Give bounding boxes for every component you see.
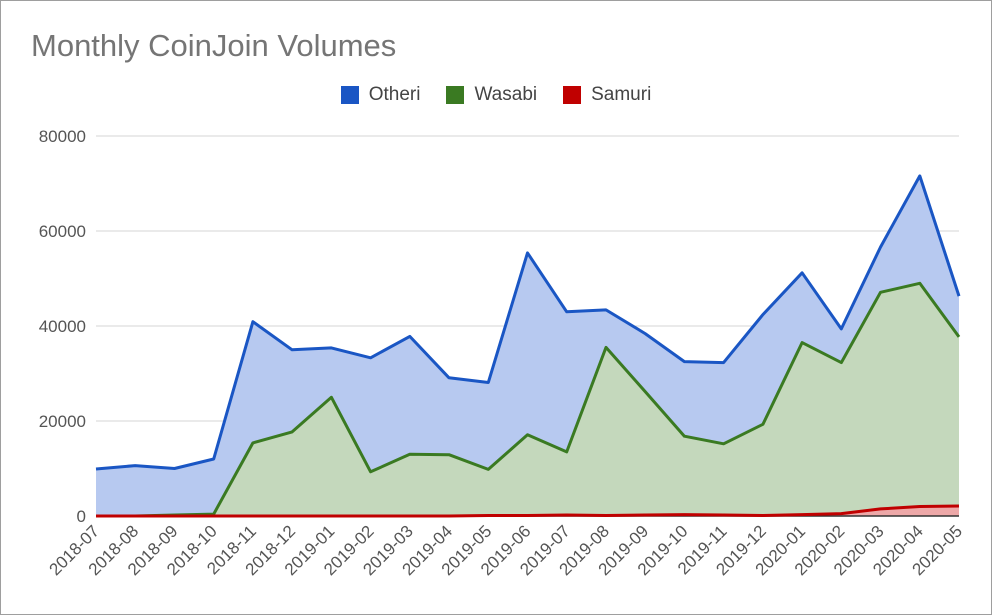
legend: Otheri Wasabi Samuri (0, 84, 992, 106)
y-tick-label: 60000 (39, 222, 86, 241)
y-tick-label: 0 (77, 507, 86, 526)
area-otheri (96, 175, 959, 516)
line-otheri (95, 174, 961, 471)
y-tick-label: 20000 (39, 412, 86, 431)
area-wasabi (96, 283, 959, 516)
legend-item-otheri[interactable]: Otheri (340, 84, 421, 106)
legend-item-wasabi[interactable]: Wasabi (446, 84, 537, 106)
line-samuri (96, 504, 960, 518)
legend-swatch-samuri (563, 86, 582, 104)
legend-label-samuri: Samuri (591, 84, 652, 105)
legend-swatch-otheri (340, 86, 359, 104)
line-wasabi (96, 281, 961, 518)
legend-label-wasabi: Wasabi (474, 84, 538, 105)
y-tick-label: 40000 (39, 317, 86, 336)
legend-label-otheri: Otheri (368, 84, 421, 105)
legend-item-samuri[interactable]: Samuri (563, 84, 651, 106)
area-samuri (96, 506, 959, 516)
legend-swatch-wasabi (446, 86, 465, 104)
chart-title: Monthly CoinJoin Volumes (31, 28, 397, 63)
y-tick-label: 80000 (39, 127, 86, 146)
